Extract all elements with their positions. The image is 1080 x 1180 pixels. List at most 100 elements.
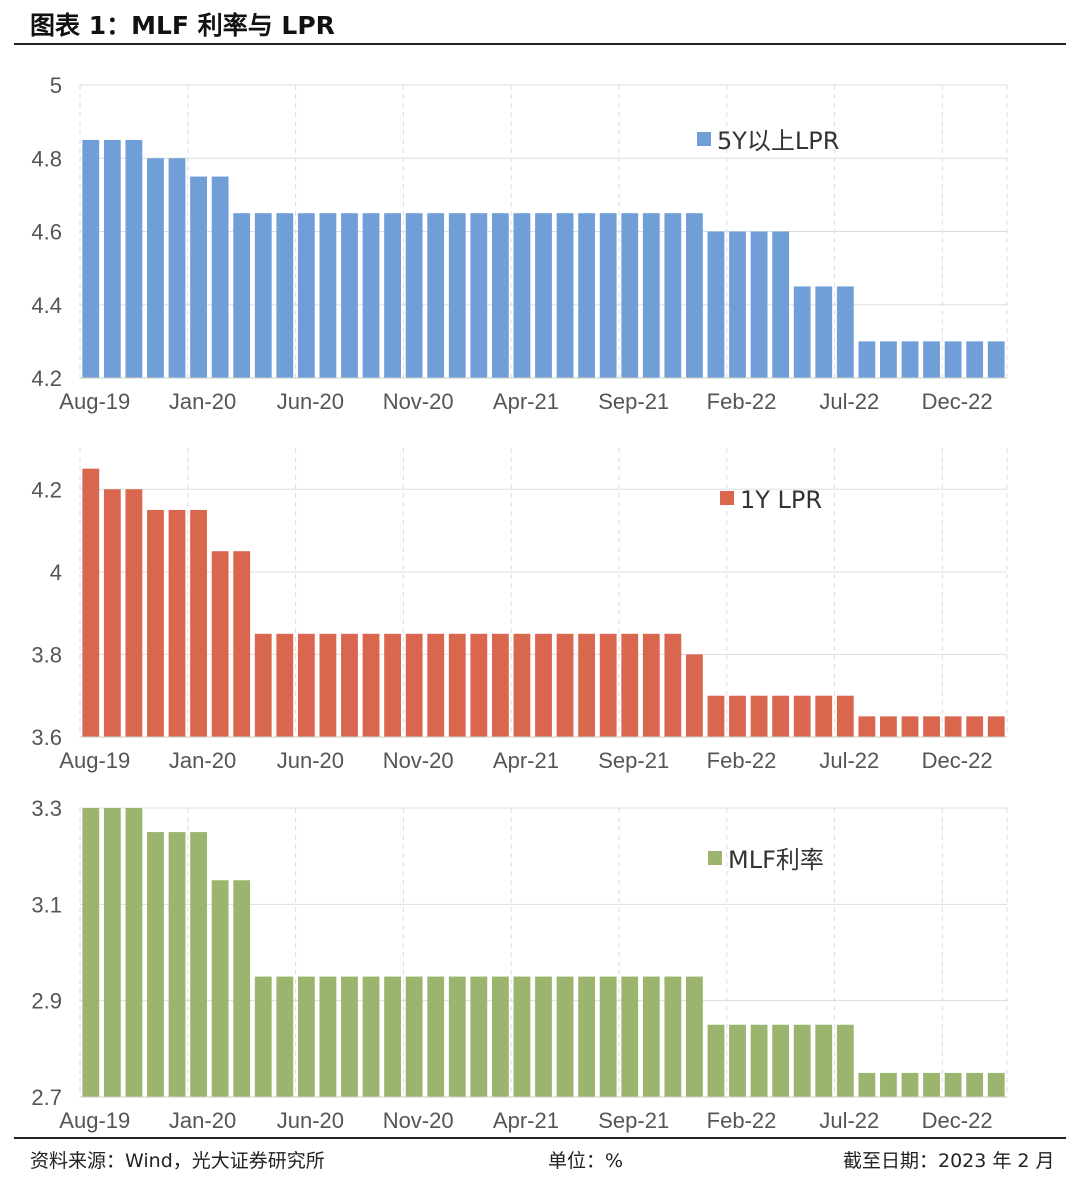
mlf-bar [836, 1024, 854, 1097]
mlf-bar [384, 976, 402, 1097]
5y-lpr-legend-swatch [697, 132, 711, 146]
mlf-bar [103, 808, 121, 1097]
mlf-bar [405, 976, 423, 1097]
mlf-y-tick-label: 3.1 [31, 892, 62, 917]
1y-lpr-bar [966, 716, 984, 737]
mlf-bar [685, 976, 703, 1097]
mlf-bar [987, 1072, 1005, 1097]
5y-lpr-bar [664, 213, 682, 378]
1y-lpr-bar [233, 551, 251, 737]
mlf-y-tick-label: 3.3 [31, 796, 62, 821]
mlf-bar [341, 976, 358, 1097]
1y-lpr-legend-swatch [720, 491, 734, 505]
5y-lpr-bar [448, 213, 466, 378]
mlf-bar [535, 976, 552, 1097]
1y-lpr-x-tick-label: Jul-22 [819, 748, 879, 773]
5y-lpr-bar [384, 213, 402, 378]
5y-lpr-bar [987, 341, 1005, 378]
mlf-y-tick-label: 2.7 [31, 1085, 62, 1110]
5y-lpr-x-tick-label: Jul-22 [819, 389, 879, 414]
1y-lpr-bar [276, 633, 294, 737]
mlf-bar [254, 976, 272, 1097]
1y-lpr-bar [599, 633, 617, 737]
1y-lpr-bar [190, 509, 207, 737]
mlf-bar [772, 1024, 790, 1097]
mlf-bar [297, 976, 315, 1097]
1y-lpr-bar [923, 716, 940, 737]
mlf-x-tick-label: Nov-20 [383, 1108, 454, 1133]
5y-lpr-bar [535, 213, 552, 378]
mlf-bar [168, 832, 186, 1097]
mlf-bar [793, 1024, 811, 1097]
mlf-bar [578, 976, 596, 1097]
1y-lpr-bar [362, 633, 380, 737]
1y-lpr-bar [427, 633, 445, 737]
figure-title: 图表 1：MLF 利率与 LPR [30, 11, 335, 40]
1y-lpr-bar [642, 633, 660, 737]
1y-lpr-bar [535, 633, 552, 737]
chart-mlf-rate: 2.7 2.9 3.1 3.3 Aug-19 Jan-20 Jun-20 Nov-20 Apr-… [31, 796, 1008, 1133]
1y-lpr-bar [707, 695, 725, 737]
5y-lpr-bar [685, 213, 703, 378]
mlf-bar [729, 1024, 746, 1097]
5y-lpr-bar [599, 213, 617, 378]
mlf-bar [319, 976, 337, 1097]
5y-lpr-bar [125, 139, 143, 378]
5y-lpr-bar [880, 341, 897, 378]
1y-lpr-bar [341, 633, 358, 737]
mlf-bar [211, 880, 229, 1097]
1y-lpr-x-tick-label: Nov-20 [383, 748, 454, 773]
5y-lpr-bar [836, 286, 854, 378]
5y-lpr-bar [513, 213, 531, 378]
mlf-bar [901, 1072, 919, 1097]
1y-lpr-bar [685, 654, 703, 737]
mlf-bar [858, 1072, 876, 1097]
mlf-bar [125, 808, 143, 1097]
5y-lpr-x-tick-label: Dec-22 [922, 389, 993, 414]
mlf-bar [190, 832, 207, 1097]
5y-lpr-bar [556, 213, 574, 378]
1y-lpr-x-tick-label: Sep-21 [598, 748, 669, 773]
mlf-bar [599, 976, 617, 1097]
1y-lpr-bar [82, 468, 100, 737]
5y-lpr-bar [319, 213, 337, 378]
5y-lpr-bar [341, 213, 358, 378]
1y-lpr-legend-label: 1Y LPR [740, 486, 822, 514]
mlf-y-tick-label: 2.9 [31, 989, 62, 1014]
5y-lpr-x-tick-label: Sep-21 [598, 389, 669, 414]
5y-lpr-bar [642, 213, 660, 378]
mlf-x-tick-label: Apr-21 [493, 1108, 559, 1133]
1y-lpr-bar [772, 695, 790, 737]
1y-lpr-bar [729, 695, 746, 737]
1y-lpr-bar [578, 633, 596, 737]
5y-lpr-bar [276, 213, 294, 378]
1y-lpr-x-tick-label: Feb-22 [707, 748, 777, 773]
1y-lpr-bar [319, 633, 337, 737]
1y-lpr-bar [211, 551, 229, 737]
source-note: 资料来源：Wind，光大证券研究所 [30, 1150, 325, 1172]
1y-lpr-y-tick-label: 4 [50, 560, 62, 585]
mlf-bar [642, 976, 660, 1097]
1y-lpr-bar [147, 509, 164, 737]
chart-1y-lpr: 3.6 3.8 4 4.2 Aug-19 Jan-20 Jun-20 Nov-20 Apr-21… [31, 448, 1008, 773]
mlf-legend-swatch [708, 851, 722, 865]
1y-lpr-bar [664, 633, 682, 737]
1y-lpr-x-tick-label: Apr-21 [493, 748, 559, 773]
5y-lpr-y-tick-label: 4.2 [31, 366, 62, 391]
mlf-bar [470, 976, 488, 1097]
mlf-bar [750, 1024, 768, 1097]
mlf-legend-label: MLF利率 [728, 846, 824, 874]
5y-lpr-bar [190, 176, 207, 378]
1y-lpr-y-tick-label: 3.6 [31, 725, 62, 750]
5y-lpr-bar [470, 213, 488, 378]
mlf-bar [513, 976, 531, 1097]
mlf-bar [944, 1072, 962, 1097]
mlf-bar [923, 1072, 940, 1097]
5y-lpr-bar [901, 341, 919, 378]
1y-lpr-bar [103, 489, 121, 737]
1y-lpr-bar [858, 716, 876, 737]
5y-lpr-x-tick-label: Nov-20 [383, 389, 454, 414]
1y-lpr-x-tick-label: Dec-22 [922, 748, 993, 773]
1y-lpr-bar [901, 716, 919, 737]
